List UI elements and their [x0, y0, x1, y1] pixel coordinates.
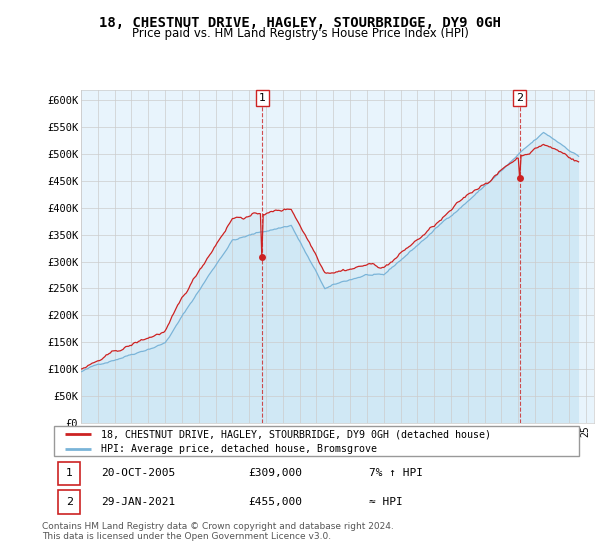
Text: This data is licensed under the Open Government Licence v3.0.: This data is licensed under the Open Gov…	[42, 532, 331, 541]
Text: Contains HM Land Registry data © Crown copyright and database right 2024.: Contains HM Land Registry data © Crown c…	[42, 522, 394, 531]
Text: 2: 2	[65, 497, 73, 507]
Text: 29-JAN-2021: 29-JAN-2021	[101, 497, 176, 507]
Text: 7% ↑ HPI: 7% ↑ HPI	[369, 468, 423, 478]
Text: Price paid vs. HM Land Registry's House Price Index (HPI): Price paid vs. HM Land Registry's House …	[131, 27, 469, 40]
Text: £455,000: £455,000	[248, 497, 302, 507]
Text: 1: 1	[259, 93, 266, 103]
Text: 1: 1	[66, 468, 73, 478]
Text: 2: 2	[516, 93, 523, 103]
Text: 18, CHESTNUT DRIVE, HAGLEY, STOURBRIDGE, DY9 0GH (detached house): 18, CHESTNUT DRIVE, HAGLEY, STOURBRIDGE,…	[101, 429, 491, 439]
Text: HPI: Average price, detached house, Bromsgrove: HPI: Average price, detached house, Brom…	[101, 444, 377, 454]
Bar	[58, 491, 80, 514]
Text: £309,000: £309,000	[248, 468, 302, 478]
Text: 18, CHESTNUT DRIVE, HAGLEY, STOURBRIDGE, DY9 0GH: 18, CHESTNUT DRIVE, HAGLEY, STOURBRIDGE,…	[99, 16, 501, 30]
Bar	[58, 461, 80, 485]
Text: ≈ HPI: ≈ HPI	[369, 497, 403, 507]
Text: 20-OCT-2005: 20-OCT-2005	[101, 468, 176, 478]
